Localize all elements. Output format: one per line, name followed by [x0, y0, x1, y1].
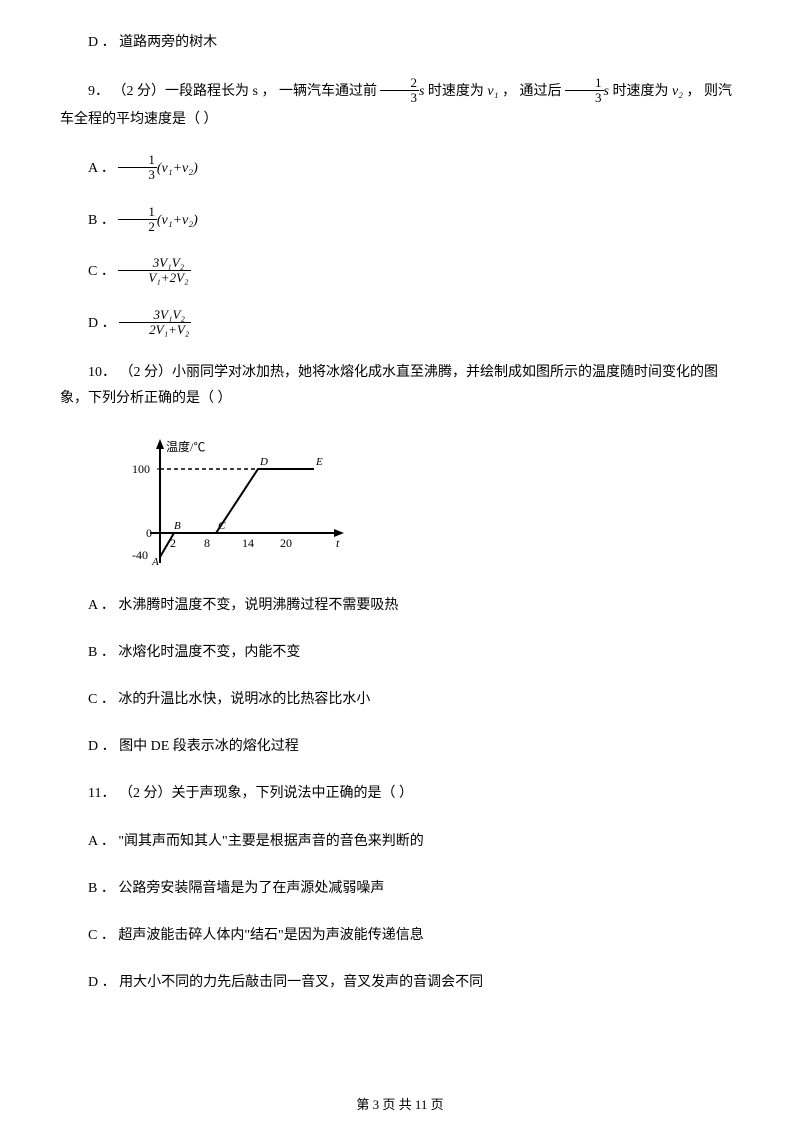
q9-v2: v₂ [672, 84, 683, 99]
q9-optC-frac: 3V₁V₂V₁+2V₂ [118, 256, 190, 286]
q9-optD-prefix: D ． [88, 316, 116, 331]
svg-text:A: A [151, 556, 159, 568]
svg-text:温度/℃: 温度/℃ [166, 439, 205, 454]
q9-option-a: A ． 13(v₁+v₂) [60, 154, 740, 184]
q9-frac2: 13 [565, 76, 604, 106]
q9-optB-prefix: B ． [88, 213, 115, 228]
svg-text:t: t [336, 536, 340, 550]
q11-option-b: B ． 公路旁安装隔音墙是为了在声源处减弱噪声 [60, 876, 740, 901]
q9-option-d: D ． 3V₁V₂2V₁+V₂ [60, 309, 740, 339]
svg-text:100: 100 [132, 462, 150, 476]
q9-stem-d: 时速度为 [609, 84, 672, 99]
svg-text:B: B [174, 520, 181, 532]
svg-text:14: 14 [242, 536, 254, 550]
q9-optA-frac: 13 [118, 153, 157, 183]
svg-text:8: 8 [204, 536, 210, 550]
q9-optA-expr: (v₁+v₂) [157, 161, 198, 176]
q9-frac1: 23 [380, 76, 419, 106]
svg-text:E: E [315, 456, 323, 468]
q11-stem: 11． （2 分）关于声现象，下列说法中正确的是（ ） [60, 781, 740, 806]
q9-optC-prefix: C ． [88, 264, 115, 279]
q10-option-b: B ． 冰熔化时温度不变，内能不变 [60, 640, 740, 665]
svg-text:C: C [218, 520, 226, 532]
q9-stem-c: ， 通过后 [499, 84, 566, 99]
q9-optA-prefix: A ． [88, 161, 115, 176]
q9-stem-a: 9． （2 分）一段路程长为 s ， 一辆汽车通过前 [88, 84, 380, 99]
q9-optB-expr: (v₁+v₂) [157, 213, 198, 228]
svg-text:20: 20 [280, 536, 292, 550]
q10-stem: 10． （2 分）小丽同学对冰加热，她将冰熔化成水直至沸腾，并绘制成如图所示的温… [60, 360, 740, 410]
q10-option-a: A ． 水沸腾时温度不变，说明沸腾过程不需要吸热 [60, 593, 740, 618]
svg-text:0: 0 [146, 526, 152, 540]
q9-option-c: C ． 3V₁V₂V₁+2V₂ [60, 257, 740, 287]
q9-option-b: B ． 12(v₁+v₂) [60, 206, 740, 236]
q11-option-a: A ． "闻其声而知其人"主要是根据声音的音色来判断的 [60, 829, 740, 854]
q10-chart-svg: 温度/℃ t 100 0 -40 2 8 14 20 A B C D E [120, 433, 350, 573]
q8-option-d: D ． 道路两旁的树木 [60, 30, 740, 55]
q10-option-c: C ． 冰的升温比水快，说明冰的比热容比水小 [60, 687, 740, 712]
q9-v1: v₁ [487, 84, 498, 99]
q9-optB-frac: 12 [118, 205, 157, 235]
svg-text:D: D [259, 456, 268, 468]
q11-option-d: D ． 用大小不同的力先后敲击同一音叉，音叉发声的音调会不同 [60, 970, 740, 995]
q9-stem: 9． （2 分）一段路程长为 s ， 一辆汽车通过前 23s 时速度为 v₁ ，… [60, 77, 740, 132]
q9-optD-frac: 3V₁V₂2V₁+V₂ [119, 308, 191, 338]
q9-stem-b: 时速度为 [424, 84, 487, 99]
page-footer: 第 3 页 共 11 页 [0, 1093, 800, 1116]
q11-option-c: C ． 超声波能击碎人体内"结石"是因为声波能传递信息 [60, 923, 740, 948]
svg-text:-40: -40 [132, 548, 148, 562]
q10-option-d: D ． 图中 DE 段表示冰的熔化过程 [60, 734, 740, 759]
q10-chart: 温度/℃ t 100 0 -40 2 8 14 20 A B C D E [120, 433, 350, 573]
